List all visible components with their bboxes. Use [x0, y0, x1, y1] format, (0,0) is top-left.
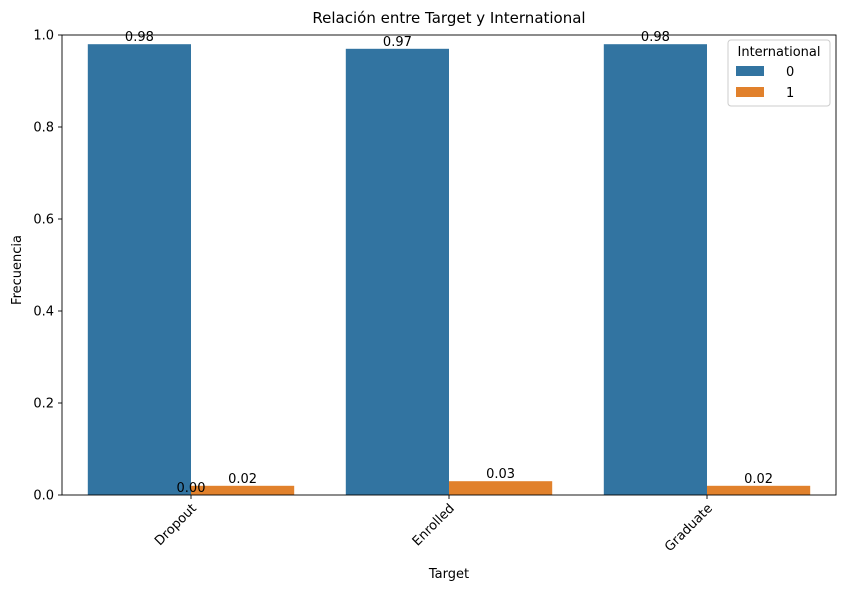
- bar-0-dropout: [87, 44, 191, 495]
- legend: International 0 1: [727, 39, 831, 107]
- y-tick-label: 0.8: [33, 121, 54, 136]
- bar-value-label: 0.98: [641, 30, 670, 45]
- x-tick-label-dropout: Dropout: [152, 501, 200, 549]
- bar-value-label: 0.02: [744, 472, 773, 487]
- bar-1-dropout: [191, 485, 295, 495]
- legend-swatch-1: [736, 87, 764, 97]
- bar-0-enrolled: [345, 48, 449, 496]
- legend-title: International: [738, 45, 821, 60]
- bar-0-graduate: [603, 44, 707, 495]
- chart-title: Relación entre Target y International: [312, 9, 585, 27]
- legend-label-0: 0: [786, 65, 794, 80]
- legend-label-1: 1: [786, 86, 794, 101]
- bar-value-label: 0.02: [228, 472, 257, 487]
- y-tick-label: 1.0: [33, 29, 54, 44]
- y-tick-label: 0.6: [33, 213, 54, 228]
- bar-value-label: 0.03: [486, 467, 515, 482]
- bar-value-label: 0.98: [125, 30, 154, 45]
- bar-1-enrolled: [449, 481, 553, 495]
- y-tick-label: 0.0: [33, 489, 54, 504]
- x-axis-label: Target: [428, 567, 469, 582]
- bar-1-graduate: [707, 485, 811, 495]
- y-tick-label: 0.4: [33, 305, 54, 320]
- bar-value-label: 0.97: [383, 35, 412, 50]
- x-tick-label-graduate: Graduate: [662, 501, 716, 555]
- bar-value-label-zero: 0.00: [177, 481, 206, 496]
- y-tick-label: 0.2: [33, 397, 54, 412]
- x-tick-label-enrolled: Enrolled: [410, 501, 458, 549]
- legend-swatch-0: [736, 66, 764, 76]
- y-axis-label: Frecuencia: [10, 235, 25, 305]
